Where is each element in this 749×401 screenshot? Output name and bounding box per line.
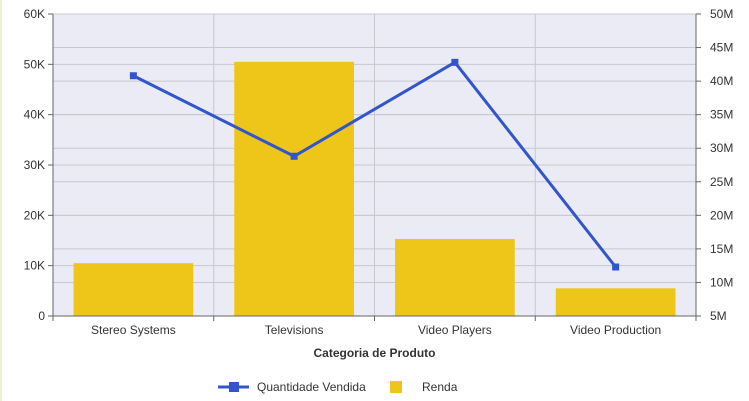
- left-tick-label: 30K: [24, 158, 45, 172]
- right-tick-label: 5M: [710, 309, 727, 323]
- x-axis-title: Categoria de Produto: [313, 346, 435, 360]
- left-tick-label: 10K: [24, 259, 45, 273]
- right-axis-ticks: 5M 10M 15M 20M 25M 30M 35M 40M 45M 50M: [696, 7, 733, 323]
- legend-label-quantidade-vendida: Quantidade Vendida: [257, 380, 366, 394]
- right-tick-label: 15M: [710, 242, 733, 256]
- left-tick-label: 20K: [24, 208, 45, 222]
- right-tick-label: 45M: [710, 41, 733, 55]
- line-path: [132, 60, 617, 268]
- right-tick-label: 40M: [710, 74, 733, 88]
- legend-label-renda: Renda: [422, 380, 458, 394]
- x-tick-label: Televisions: [265, 323, 324, 337]
- legend-bar-swatch: [390, 381, 402, 393]
- line-marker-video-production: [612, 263, 620, 271]
- bar-video-production: [555, 288, 676, 316]
- left-tick-label: 60K: [24, 7, 45, 21]
- right-tick-label: 25M: [710, 175, 733, 189]
- left-axis-ticks: 0 10K 20K 30K 40K 50K 60K: [24, 7, 53, 323]
- bar-televisions: [234, 61, 355, 316]
- legend: Quantidade Vendida Renda: [218, 380, 458, 394]
- right-tick-label: 10M: [710, 275, 733, 289]
- right-tick-label: 30M: [710, 141, 733, 155]
- bar-stereo-systems: [73, 263, 194, 316]
- left-tick-label: 0: [38, 309, 45, 323]
- x-axis-ticks: Stereo Systems Televisions Video Players Vi…: [52, 316, 697, 337]
- frame-edge: [0, 0, 2, 401]
- bar-video-players: [394, 238, 515, 316]
- line-series-quantidade-vendida: [129, 58, 620, 271]
- right-tick-label: 20M: [710, 208, 733, 222]
- left-tick-label: 40K: [24, 108, 45, 122]
- line-marker-stereo-systems: [129, 72, 137, 80]
- x-tick-label: Video Production: [570, 323, 661, 337]
- bar-series-renda: [73, 61, 676, 316]
- right-tick-label: 35M: [710, 108, 733, 122]
- x-tick-label: Stereo Systems: [91, 323, 176, 337]
- left-tick-label: 50K: [24, 57, 45, 71]
- x-tick-label: Video Players: [418, 323, 492, 337]
- line-marker-video-players: [451, 58, 459, 66]
- line-marker-televisions: [290, 152, 298, 160]
- right-tick-label: 50M: [710, 7, 733, 21]
- legend-line-marker: [229, 382, 239, 392]
